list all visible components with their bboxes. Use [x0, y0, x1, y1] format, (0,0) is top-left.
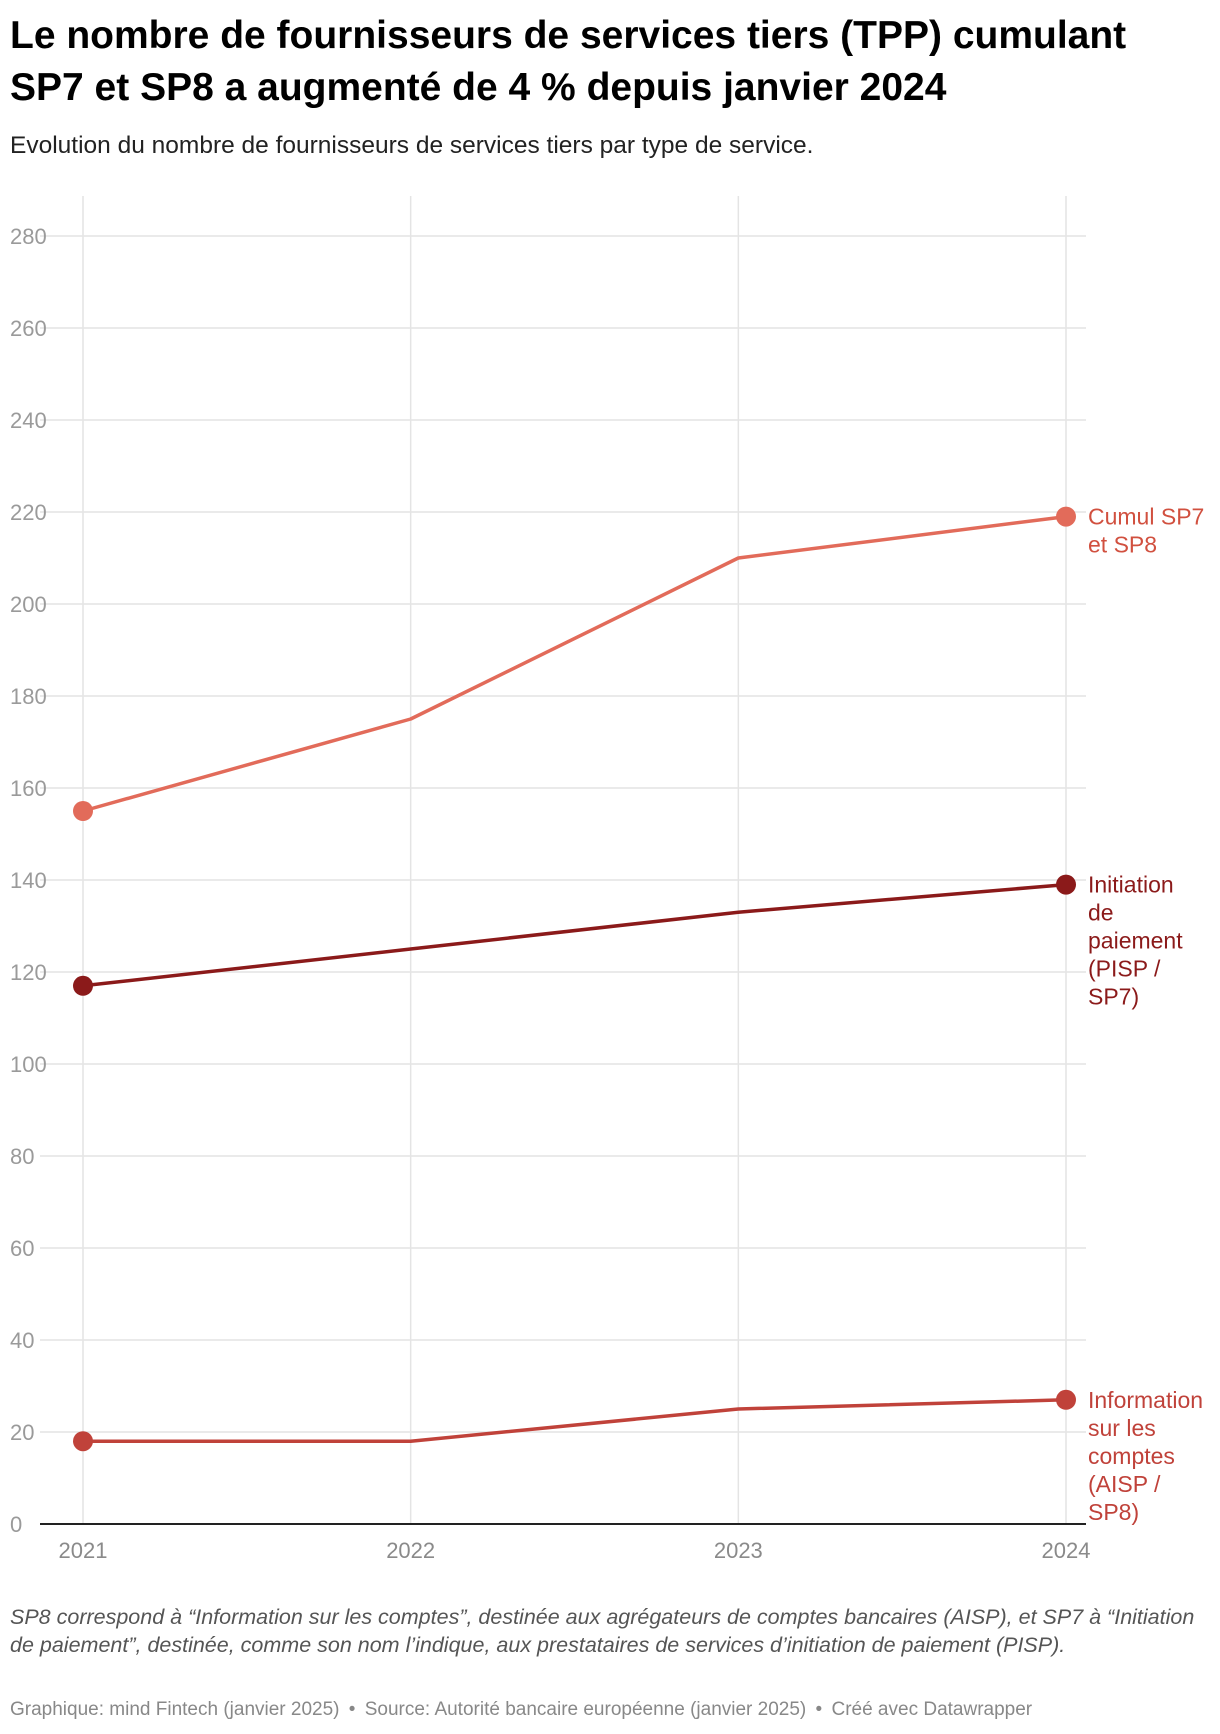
series-label-line: et SP8	[1088, 532, 1157, 558]
y-tick-label: 200	[10, 592, 47, 617]
chart-title: Le nombre de fournisseurs de services ti…	[10, 14, 1127, 109]
y-tick-label: 260	[10, 316, 47, 341]
series-label: Initiation de paiement (PISP / SP7)	[1088, 872, 1183, 1010]
y-tick-label: 60	[10, 1236, 34, 1261]
series-label-line: (AISP /	[1088, 1471, 1161, 1497]
y-tick-label: 280	[10, 224, 47, 249]
series-endpoint-marker	[73, 801, 93, 821]
y-tick-label: 240	[10, 408, 47, 433]
y-tick-label: 100	[10, 1052, 47, 1077]
footer-separator: •	[348, 1699, 356, 1720]
y-tick-label: 20	[10, 1420, 34, 1445]
series-label-line: Cumul SP7	[1088, 504, 1204, 530]
y-tick-label: 40	[10, 1328, 34, 1353]
x-tick-label: 2022	[386, 1538, 435, 1563]
series-label-line: SP7)	[1088, 984, 1139, 1010]
x-tick-label: 2023	[714, 1538, 763, 1563]
series-endpoint-marker	[1056, 1389, 1076, 1410]
series-label-line: comptes	[1088, 1443, 1175, 1469]
x-tick-label: 2021	[59, 1538, 108, 1563]
y-tick-label: 120	[10, 960, 47, 985]
series-label-line: (PISP /	[1088, 956, 1161, 982]
y-tick-label: 80	[10, 1144, 34, 1169]
series-label: Information sur les comptes (AISP / SP8)	[1088, 1387, 1203, 1525]
chart-footer: Graphique: mind Fintech (janvier 2025) •…	[10, 1697, 1032, 1723]
y-tick-label: 140	[10, 868, 47, 893]
series-line	[81, 514, 1068, 813]
y-tick-label: 180	[10, 684, 47, 709]
series-label-line: paiement	[1088, 928, 1183, 954]
series-endpoint-marker	[1056, 506, 1076, 527]
line-chart: 0 20 40 60 80 100 120 140 160 180 200 220 240 260 280 2…	[10, 196, 1204, 1563]
x-tick-label: 2024	[1042, 1538, 1091, 1563]
series-label: Cumul SP7 et SP8	[1088, 504, 1204, 558]
chart-notes: SP8 correspond à “Information sur les co…	[10, 1605, 1195, 1657]
series-label-line: Information	[1088, 1387, 1203, 1413]
series-endpoint-marker	[73, 975, 93, 996]
series-line	[81, 882, 1068, 988]
y-tick-label: 220	[10, 500, 47, 525]
footer-source: Source: Autorité bancaire européenne (ja…	[364, 1699, 807, 1720]
series-label-line: de	[1088, 900, 1114, 926]
footer-separator: •	[815, 1699, 823, 1720]
footer-graphic-credit: Graphique: mind Fintech (janvier 2025)	[10, 1699, 340, 1720]
series-label-line: SP8)	[1088, 1499, 1139, 1525]
series-label-line: Initiation	[1088, 872, 1174, 898]
series-endpoint-marker	[73, 1431, 93, 1452]
series-label-line: sur les	[1088, 1415, 1156, 1441]
series-line	[81, 1398, 1068, 1443]
y-tick-label: 0	[10, 1512, 22, 1537]
series-endpoint-marker	[1056, 874, 1076, 895]
footer-created-with: Créé avec Datawrapper	[831, 1699, 1033, 1720]
y-tick-label: 160	[10, 776, 47, 801]
chart-subtitle: Evolution du nombre de fournisseurs de s…	[10, 132, 814, 159]
